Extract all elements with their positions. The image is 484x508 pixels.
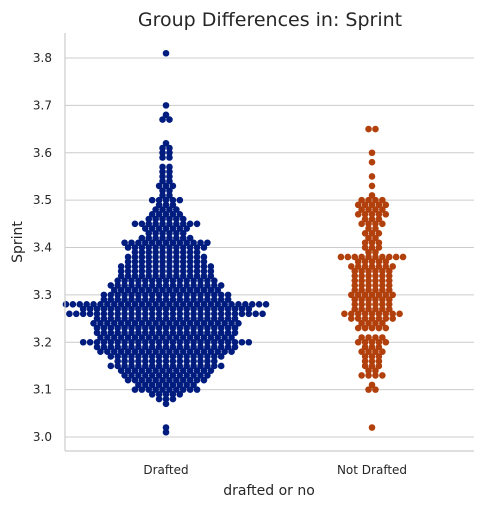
data-points [63, 50, 407, 436]
data-point [393, 254, 400, 261]
data-point [379, 334, 386, 341]
y-tick-label: 3.3 [33, 288, 52, 302]
data-point [63, 301, 70, 308]
y-tick-label: 3.6 [33, 146, 52, 160]
y-tick-labels: 3.0 3.1 3.2 3.3 3.4 3.5 3.6 3.7 3.8 [33, 51, 52, 444]
data-point [73, 311, 80, 318]
data-point [400, 254, 407, 261]
data-point [249, 301, 256, 308]
data-point [358, 372, 365, 379]
data-point [128, 239, 135, 246]
data-point [208, 263, 215, 270]
data-point [379, 372, 386, 379]
data-point [365, 334, 372, 341]
data-point [372, 334, 379, 341]
data-point [108, 282, 115, 289]
data-point [194, 221, 201, 228]
data-point [351, 254, 358, 261]
data-point [187, 221, 194, 228]
data-point [90, 301, 97, 308]
data-point [177, 197, 184, 204]
data-point [369, 159, 376, 166]
data-point [358, 334, 365, 341]
data-point [369, 149, 376, 156]
data-point [166, 164, 173, 171]
data-point [235, 301, 242, 308]
y-tick-label: 3.8 [33, 51, 52, 65]
y-tick-label: 3.4 [33, 241, 52, 255]
x-axis-label: drafted or no [223, 483, 315, 499]
data-point [83, 301, 90, 308]
data-point [163, 102, 170, 109]
data-point [242, 301, 249, 308]
data-point [187, 235, 194, 242]
data-point [338, 254, 345, 261]
data-point [163, 112, 170, 119]
data-point [163, 424, 170, 431]
data-point [218, 282, 225, 289]
data-point [239, 339, 246, 346]
data-point [345, 254, 352, 261]
data-point [348, 263, 355, 270]
x-tick-label: Drafted [143, 463, 188, 477]
data-point [256, 301, 263, 308]
x-tick-labels: Drafted Not Drafted [143, 463, 407, 477]
data-point [163, 50, 170, 57]
data-point [386, 254, 393, 261]
data-point [379, 254, 386, 261]
data-point [76, 301, 83, 308]
data-point [66, 311, 73, 318]
data-point [163, 140, 170, 147]
data-point [259, 311, 266, 318]
data-point [139, 221, 146, 228]
y-tick-label: 3.0 [33, 430, 52, 444]
data-point [246, 339, 253, 346]
y-tick-label: 3.7 [33, 98, 52, 112]
data-point [369, 192, 376, 199]
y-tick-label: 3.5 [33, 193, 52, 207]
data-point [369, 382, 376, 389]
data-point [197, 239, 204, 246]
data-point [108, 363, 115, 370]
data-point [121, 239, 128, 246]
data-point [396, 311, 403, 318]
data-point [389, 263, 396, 270]
data-point [201, 254, 208, 261]
data-point [159, 164, 166, 171]
data-point [341, 311, 348, 318]
data-point [139, 235, 146, 242]
data-point [369, 173, 376, 180]
data-point [263, 301, 270, 308]
data-point [149, 197, 156, 204]
data-point [118, 263, 125, 270]
data-point [218, 363, 225, 370]
data-point [369, 183, 376, 190]
data-point [225, 292, 232, 299]
x-tick-label: Not Drafted [337, 463, 407, 477]
data-point [365, 126, 372, 133]
data-point [372, 126, 379, 133]
chart-title: Group Differences in: Sprint [138, 9, 402, 31]
y-tick-label: 3.2 [33, 335, 52, 349]
data-point [125, 254, 132, 261]
data-point [80, 339, 87, 346]
data-point [358, 197, 365, 204]
data-point [358, 254, 365, 261]
data-point [204, 239, 211, 246]
data-point [70, 301, 77, 308]
y-tick-label: 3.1 [33, 383, 52, 397]
data-point [369, 424, 376, 431]
data-point [379, 197, 386, 204]
data-point [101, 292, 108, 299]
data-point [87, 339, 94, 346]
data-point [252, 311, 259, 318]
y-axis-label: Sprint [10, 221, 26, 263]
data-point [132, 221, 139, 228]
